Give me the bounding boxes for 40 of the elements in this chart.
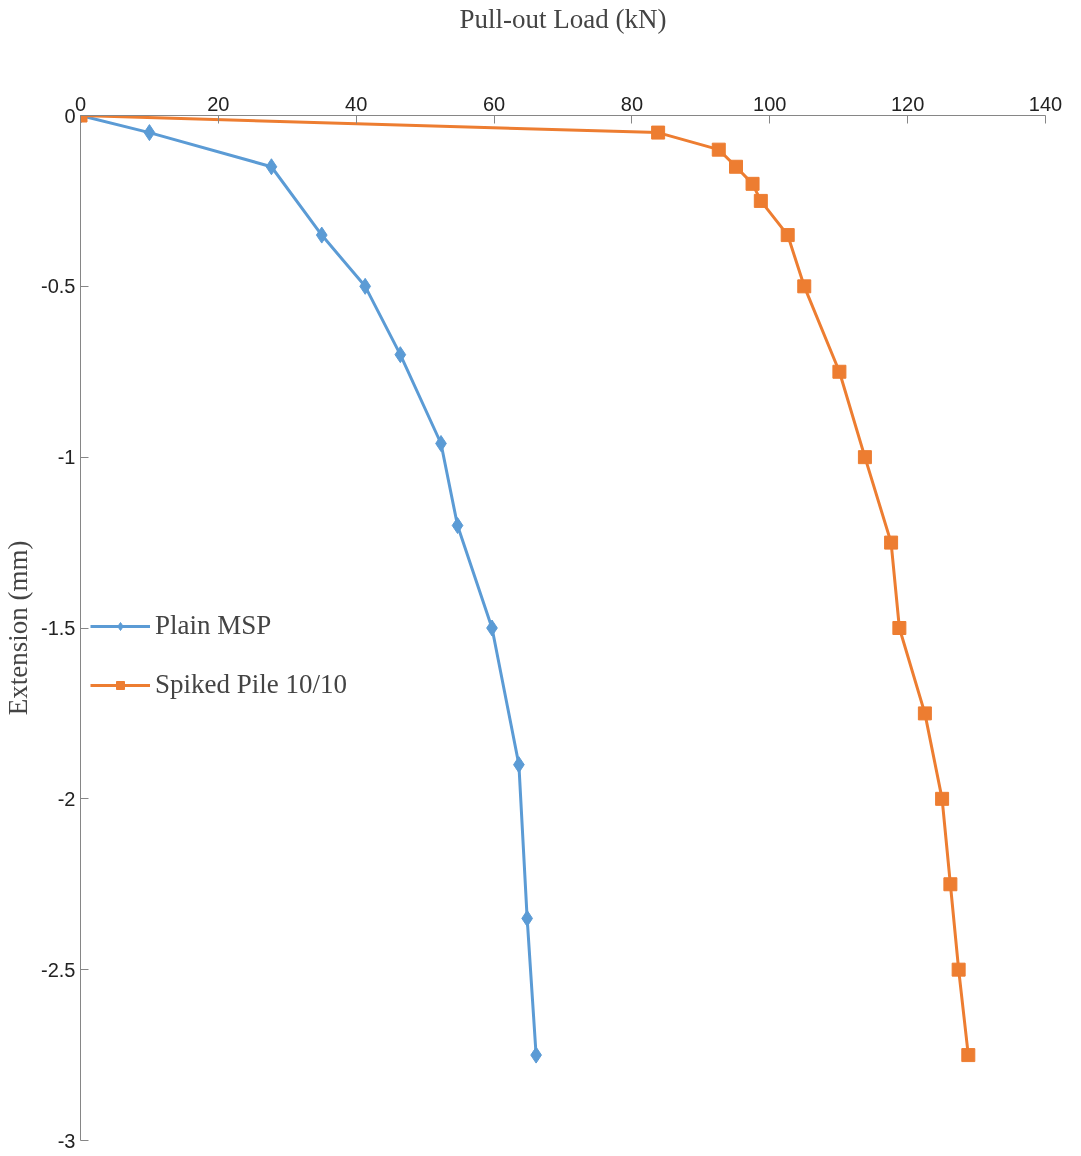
x-tick-label: 40 [345,92,368,115]
point [753,193,768,208]
point [651,125,666,140]
point [435,435,447,452]
point [315,226,328,244]
point [917,706,932,721]
point [451,517,464,534]
point [832,364,847,379]
point [265,158,278,176]
x-tick-label: 20 [207,92,230,115]
y-tick-label: -1 [57,446,76,469]
point [892,621,907,635]
point [780,228,795,243]
y-tick-label: -3 [57,1129,76,1152]
point [711,142,726,157]
point [951,962,966,977]
x-tick-label: 120 [890,92,925,115]
point [143,124,156,142]
point [884,535,899,550]
x-tick-label: 80 [620,92,644,115]
point [797,279,812,294]
point [961,1048,976,1063]
x-tick-label: 60 [482,92,506,115]
point [394,346,407,364]
point [359,277,372,295]
point [729,159,744,174]
y-tick-label: -2 [57,787,76,810]
y-axis-title: Extension (mm) [3,540,34,716]
x-axis-title: Pull-out Load (kN) [459,3,667,34]
point [935,791,950,806]
legend-label: Plain MSP [155,610,272,641]
y-tick-label: -1.5 [41,617,76,639]
point [745,176,760,191]
legend-label: Spiked Pile 10/10 [155,669,348,700]
y-tick-label: -2.5 [41,958,76,981]
x-tick-label: 100 [753,92,787,115]
y-tick-label: -0.5 [41,275,76,298]
point [943,877,958,892]
x-tick-label: 140 [1028,92,1063,115]
point [857,450,872,465]
